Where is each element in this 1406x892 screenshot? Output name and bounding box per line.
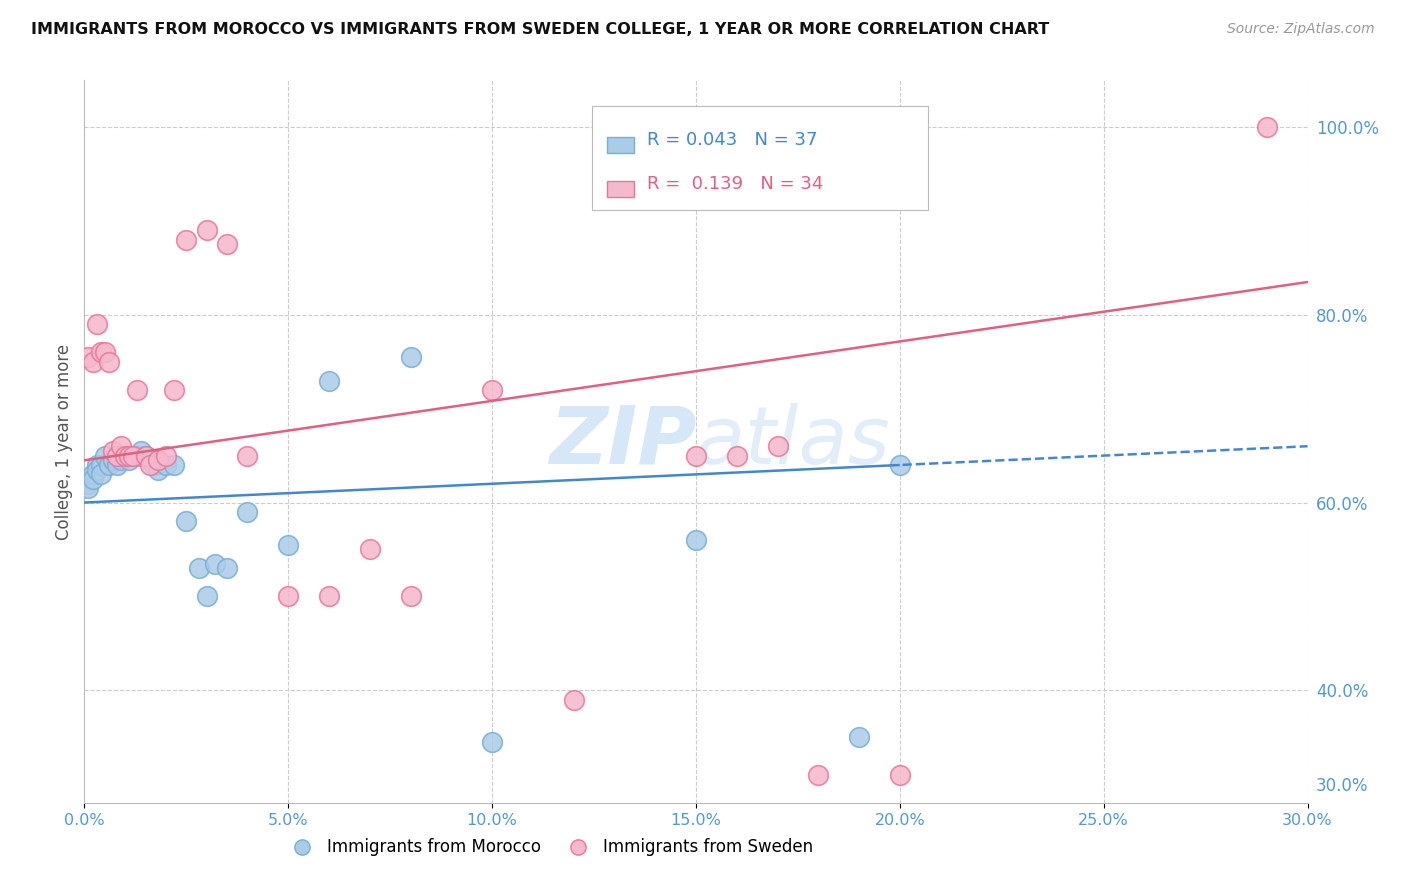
Point [93, 449, 115, 463]
Point [562, 692, 585, 706]
Point [101, 444, 124, 458]
Text: IMMIGRANTS FROM MOROCCO VS IMMIGRANTS FROM SWEDEN COLLEGE, 1 YEAR OR MORE CORREL: IMMIGRANTS FROM MOROCCO VS IMMIGRANTS FR… [31, 22, 1049, 37]
Point [277, 538, 299, 552]
Point [114, 449, 136, 463]
Point [97, 458, 120, 472]
Point [318, 374, 340, 388]
Point [155, 449, 177, 463]
Point [93, 345, 115, 359]
Point [217, 237, 239, 252]
Point [195, 590, 218, 604]
Point [131, 444, 153, 458]
Point [82, 355, 104, 369]
Point [90, 345, 112, 359]
Point [105, 449, 128, 463]
Text: R =  0.139   N = 34: R = 0.139 N = 34 [647, 175, 824, 193]
Y-axis label: College, 1 year or more: College, 1 year or more [55, 343, 73, 540]
Point [90, 458, 112, 472]
Point [195, 223, 218, 237]
Point [204, 557, 226, 571]
Point [318, 590, 340, 604]
Point [82, 472, 104, 486]
Point [481, 383, 503, 397]
Point [146, 453, 169, 467]
Point [82, 467, 104, 482]
Legend: Immigrants from Morocco, Immigrants from Sweden: Immigrants from Morocco, Immigrants from… [278, 831, 820, 863]
FancyBboxPatch shape [592, 105, 928, 211]
Point [174, 233, 197, 247]
Bar [606, 181, 634, 196]
Point [127, 449, 149, 463]
Point [236, 449, 259, 463]
Point [163, 383, 186, 397]
Point [481, 735, 503, 749]
Point [77, 476, 100, 491]
Point [118, 449, 141, 463]
Point [848, 730, 870, 744]
Point [399, 350, 422, 364]
Point [163, 458, 186, 472]
Text: Source: ZipAtlas.com: Source: ZipAtlas.com [1227, 22, 1375, 37]
Point [359, 542, 381, 557]
Point [142, 458, 165, 472]
Point [277, 590, 299, 604]
Point [766, 439, 789, 453]
Point [122, 449, 145, 463]
Text: atlas: atlas [696, 402, 891, 481]
Point [889, 767, 911, 781]
Point [187, 561, 209, 575]
Point [110, 439, 132, 453]
Point [889, 458, 911, 472]
Point [114, 449, 136, 463]
Point [86, 463, 108, 477]
Point [122, 449, 145, 463]
Point [146, 463, 169, 477]
Point [155, 458, 177, 472]
Point [807, 767, 830, 781]
Point [138, 453, 160, 467]
Point [725, 449, 748, 463]
Point [138, 458, 160, 472]
Point [105, 458, 128, 472]
Point [77, 482, 100, 496]
Text: ZIP: ZIP [548, 402, 696, 481]
Point [217, 561, 239, 575]
Point [77, 350, 100, 364]
Point [135, 449, 157, 463]
Text: R = 0.043   N = 37: R = 0.043 N = 37 [647, 131, 817, 149]
Bar [606, 137, 634, 153]
Point [86, 318, 108, 332]
Point [118, 453, 141, 467]
Point [97, 355, 120, 369]
Point [685, 449, 707, 463]
Point [685, 533, 707, 547]
Point [90, 467, 112, 482]
Point [399, 590, 422, 604]
Point [174, 514, 197, 528]
Point [1256, 120, 1278, 135]
Point [135, 449, 157, 463]
Point [127, 383, 149, 397]
Point [236, 505, 259, 519]
Point [110, 453, 132, 467]
Point [101, 453, 124, 467]
Point [86, 458, 108, 472]
